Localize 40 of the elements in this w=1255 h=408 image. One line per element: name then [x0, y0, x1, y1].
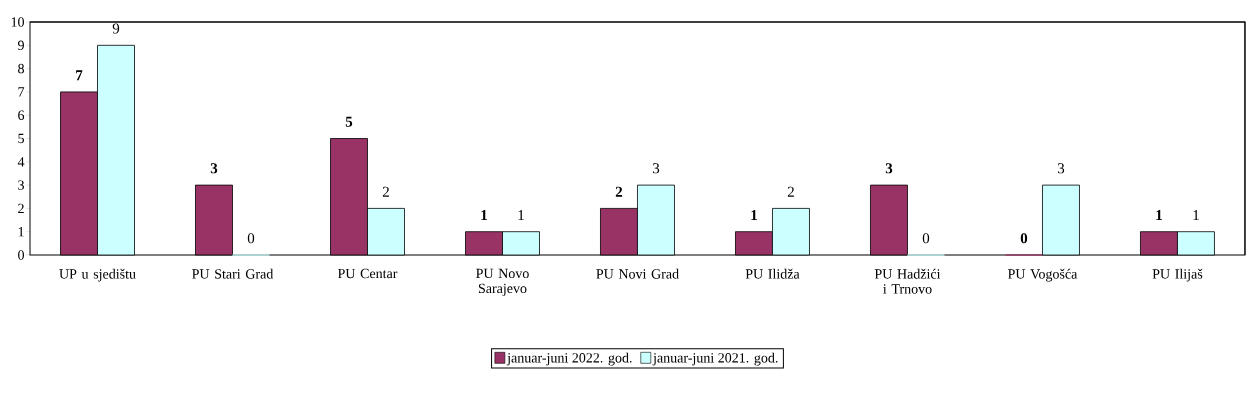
x-tick-label: PU Novi Grad	[596, 268, 679, 279]
data-label: 2	[615, 186, 623, 197]
x-tick-label: PU Novo Sarajevo	[476, 268, 529, 296]
data-label: 9	[112, 23, 120, 34]
data-label: 1	[751, 210, 757, 220]
y-tick-label: 3	[18, 180, 24, 190]
x-tick-label: PU Ilijaš	[1152, 268, 1203, 282]
legend-label: januar-juni 2021. god.	[652, 352, 778, 366]
data-label: 3	[885, 163, 893, 174]
data-label: 1	[1156, 210, 1162, 220]
x-tick-label: PU Stari Grad	[192, 268, 274, 279]
y-tick-label: 6	[18, 110, 25, 120]
data-label: 3	[652, 163, 660, 174]
x-tick-label: PU Ilidža	[745, 268, 800, 279]
data-label: 7	[76, 70, 83, 81]
data-label: 0	[247, 233, 255, 244]
x-tick-label: PU Centar	[337, 268, 398, 279]
x-tick-label: PU Vogošća	[1008, 268, 1078, 282]
y-tick-label: 9	[17, 40, 24, 51]
y-tick-label: 1	[18, 227, 24, 237]
y-tick-label: 0	[18, 250, 24, 260]
x-tick-label: PU Hadžići i Trnovo	[874, 268, 941, 294]
data-label: 1	[518, 210, 524, 220]
data-label: 1	[481, 210, 487, 220]
data-label: 0	[922, 233, 930, 244]
data-label: 2	[787, 186, 794, 197]
data-label: 0	[1020, 233, 1028, 244]
data-label: 1	[1193, 210, 1199, 220]
data-label: 3	[210, 163, 218, 174]
y-tick-label: 7	[18, 87, 25, 97]
data-label: 3	[1057, 163, 1065, 174]
y-tick-label: 8	[18, 63, 24, 74]
y-tick-label: 4	[17, 157, 25, 167]
data-label: 5	[345, 116, 353, 127]
y-tick-label: 2	[18, 203, 24, 214]
data-label: 2	[382, 186, 389, 197]
y-tick-label: 5	[18, 133, 24, 144]
y-tick-label: 10	[11, 17, 24, 27]
legend-label: januar-juni 2022. god.	[506, 352, 632, 366]
x-tick-label: UP u sjedištu	[59, 268, 136, 282]
